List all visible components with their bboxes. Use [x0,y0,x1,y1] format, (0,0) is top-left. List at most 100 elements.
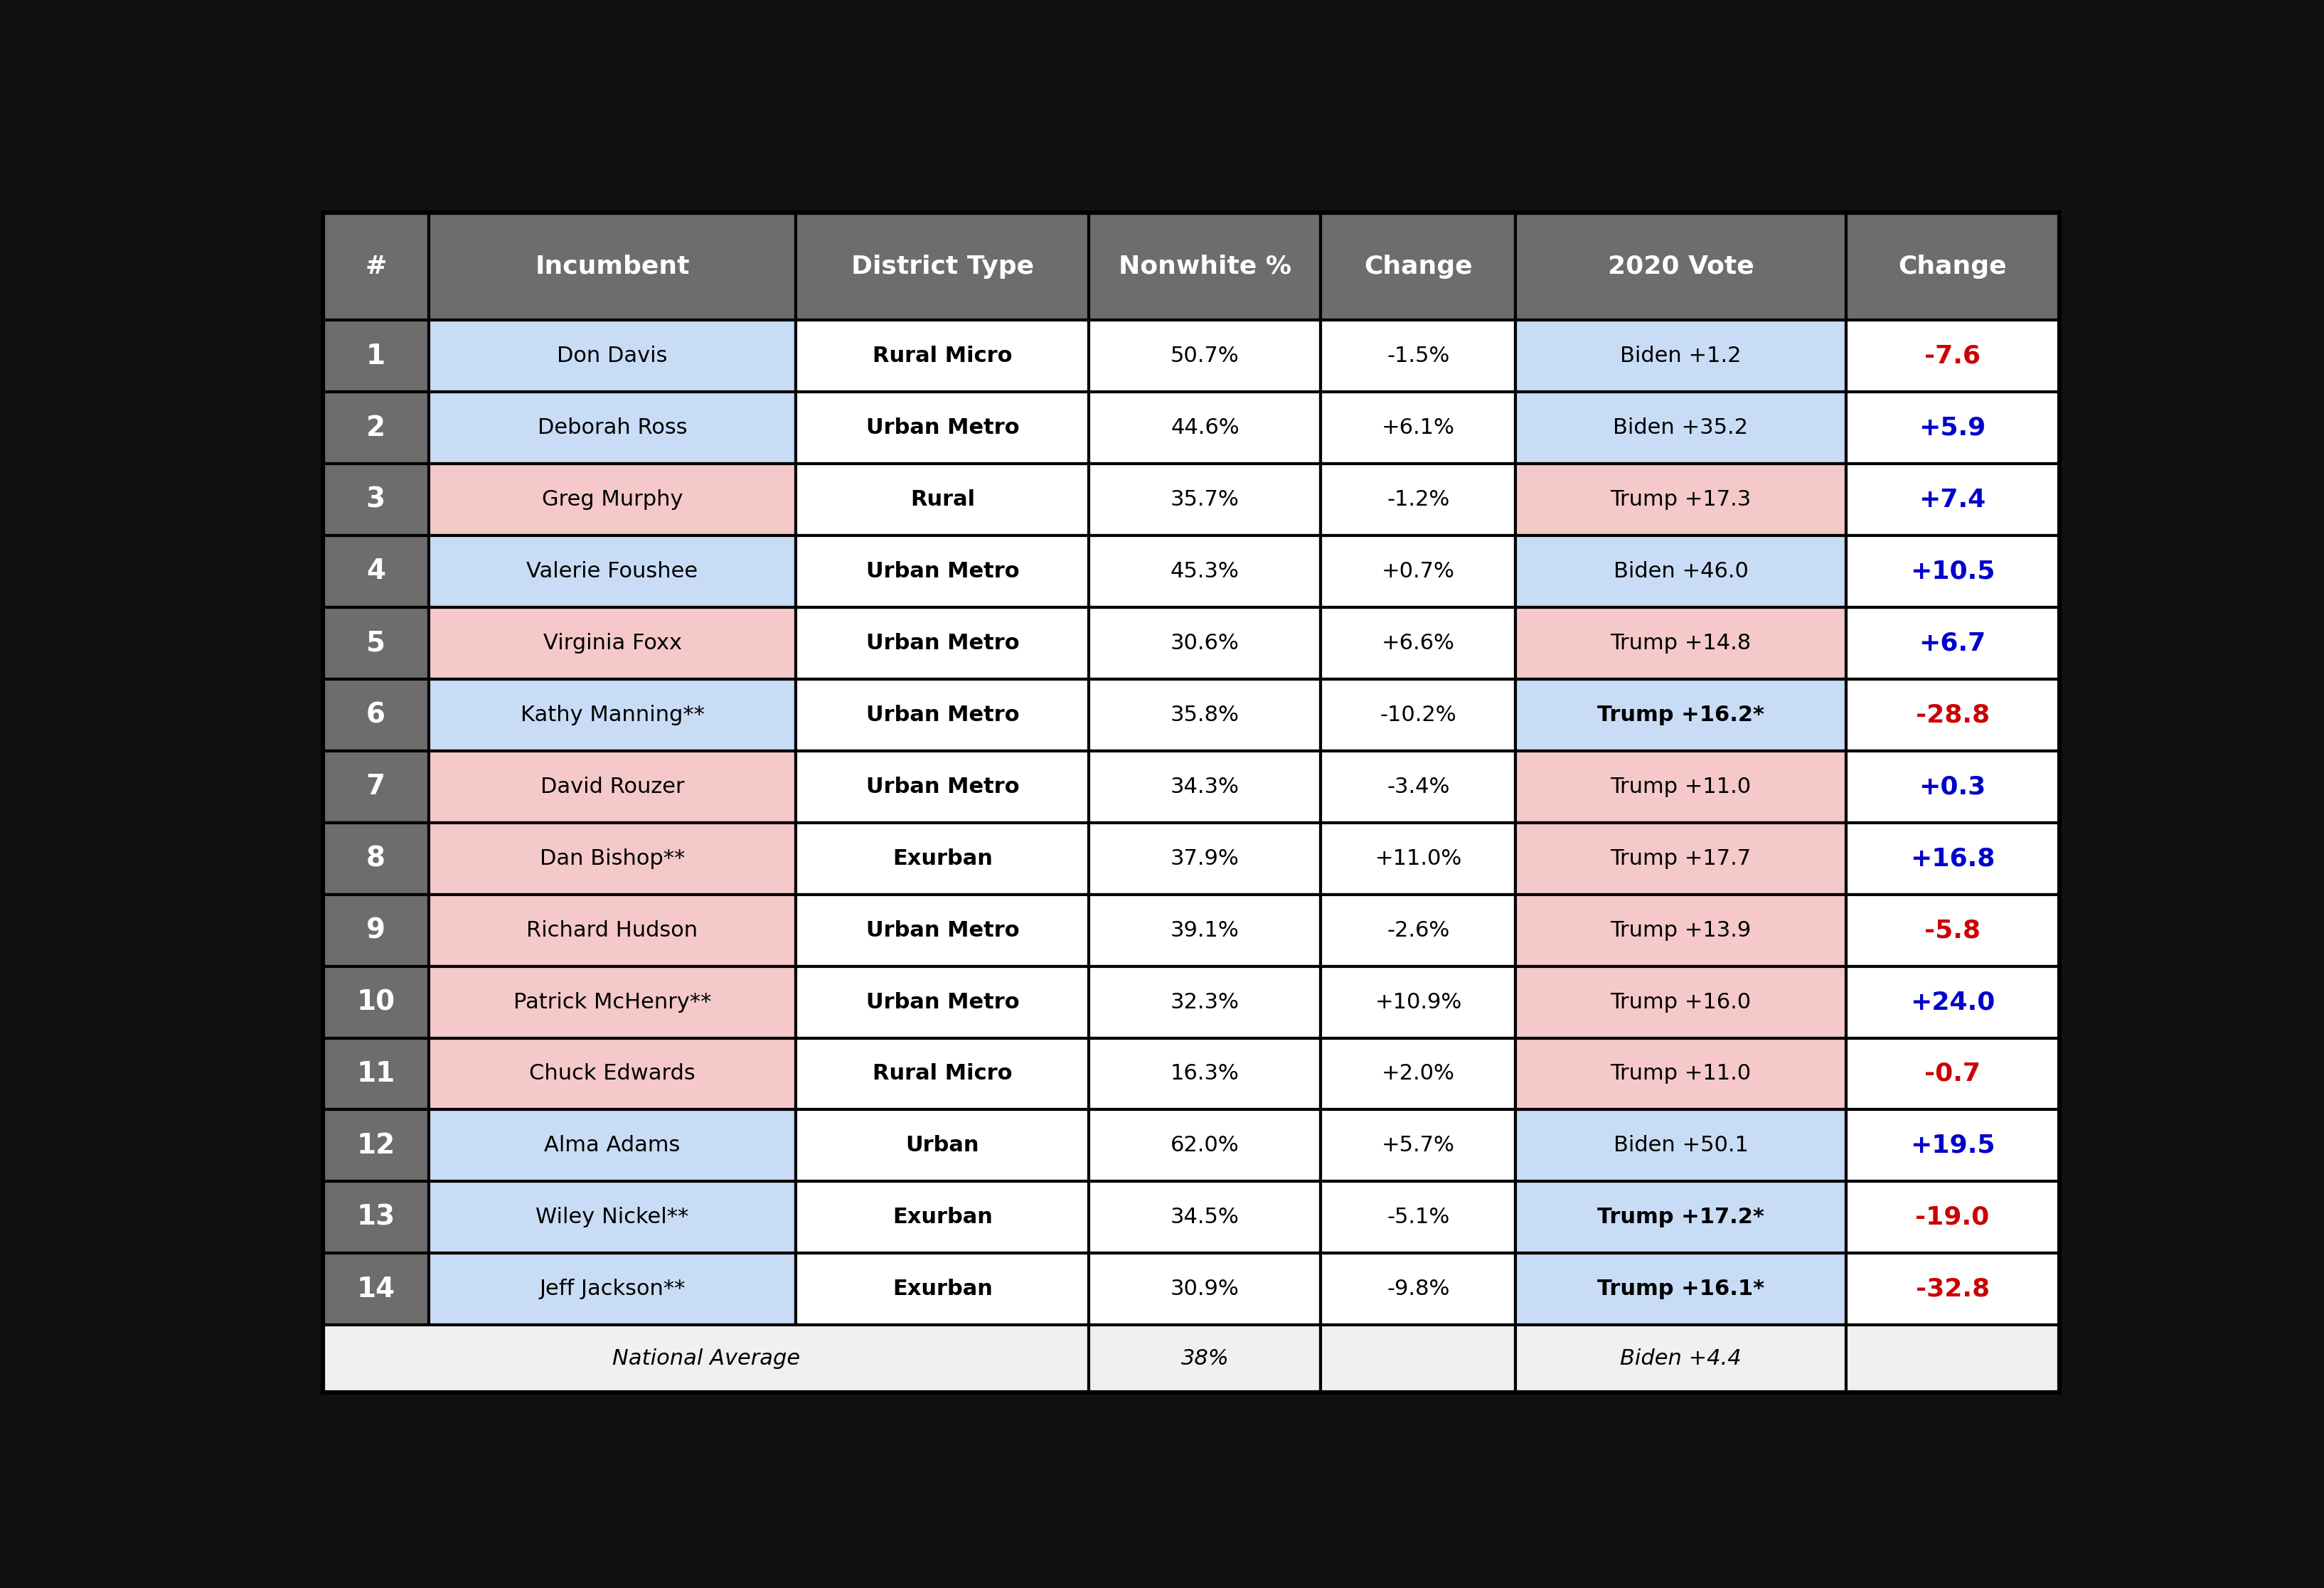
Text: Urban Metro: Urban Metro [867,992,1020,1013]
Text: Trump +17.7: Trump +17.7 [1611,848,1752,869]
Bar [1845,607,2059,680]
Text: 16.3%: 16.3% [1171,1064,1239,1085]
Text: Wiley Nickel**: Wiley Nickel** [537,1207,688,1228]
Bar [1320,464,1515,535]
Bar [1515,1110,1845,1181]
Text: Urban Metro: Urban Metro [867,561,1020,581]
Text: 34.5%: 34.5% [1171,1207,1239,1228]
Bar [428,1110,795,1181]
Bar [428,680,795,751]
Text: -10.2%: -10.2% [1380,705,1457,726]
Bar [1320,1324,1515,1393]
Text: Trump +11.0: Trump +11.0 [1611,1064,1752,1085]
Text: Trump +16.0: Trump +16.0 [1611,992,1752,1013]
Bar [1090,464,1320,535]
Bar [795,392,1090,464]
Bar [1515,966,1845,1039]
Text: -0.7: -0.7 [1924,1062,1980,1086]
Text: Urban Metro: Urban Metro [867,634,1020,654]
Bar [1845,966,2059,1039]
Text: 62.0%: 62.0% [1171,1135,1239,1156]
Text: 2: 2 [367,414,386,441]
Text: 44.6%: 44.6% [1171,418,1239,438]
Text: 6: 6 [367,702,386,729]
Text: 30.9%: 30.9% [1171,1278,1239,1299]
Bar [1515,1181,1845,1253]
Text: Trump +16.1*: Trump +16.1* [1597,1278,1764,1299]
Bar [1515,823,1845,894]
Text: Trump +17.2*: Trump +17.2* [1597,1207,1764,1228]
Text: -32.8: -32.8 [1915,1277,1989,1301]
Text: 14: 14 [356,1275,395,1302]
Bar [1845,213,2059,321]
Bar [323,1039,428,1110]
Text: #: # [365,254,386,278]
Bar [428,823,795,894]
Bar [1090,1110,1320,1181]
Bar [323,751,428,823]
Bar [1090,894,1320,966]
Bar [1515,607,1845,680]
Bar [1090,1039,1320,1110]
Text: Rural Micro: Rural Micro [872,1064,1013,1085]
Bar [323,535,428,607]
Text: 7: 7 [367,773,386,800]
Text: +5.9: +5.9 [1920,416,1987,440]
Text: -5.1%: -5.1% [1387,1207,1450,1228]
Text: 9: 9 [367,916,386,943]
Bar [795,1181,1090,1253]
Text: Alma Adams: Alma Adams [544,1135,681,1156]
Text: Patrick McHenry**: Patrick McHenry** [514,992,711,1013]
Bar [1845,680,2059,751]
Text: 32.3%: 32.3% [1171,992,1239,1013]
Text: +2.0%: +2.0% [1383,1064,1455,1085]
Text: 35.8%: 35.8% [1171,705,1239,726]
Text: Change: Change [1899,254,2008,278]
Text: Jeff Jackson**: Jeff Jackson** [539,1278,686,1299]
Bar [1515,1253,1845,1324]
Bar [1845,1324,2059,1393]
Bar [323,1181,428,1253]
Bar [428,894,795,966]
Text: 3: 3 [367,486,386,513]
Bar [795,607,1090,680]
Bar [428,464,795,535]
Bar [1515,213,1845,321]
Text: Urban Metro: Urban Metro [867,777,1020,797]
Text: +5.7%: +5.7% [1383,1135,1455,1156]
Text: Urban: Urban [906,1135,978,1156]
Text: District Type: District Type [851,254,1034,278]
Text: 11: 11 [356,1061,395,1088]
Bar [1845,1110,2059,1181]
Bar [1515,1039,1845,1110]
Text: Incumbent: Incumbent [535,254,690,278]
Text: Biden +35.2: Biden +35.2 [1613,418,1748,438]
Bar [1090,321,1320,392]
Text: Rural Micro: Rural Micro [872,346,1013,367]
Bar [1090,607,1320,680]
Text: Trump +17.3: Trump +17.3 [1611,489,1752,510]
Text: +6.1%: +6.1% [1383,418,1455,438]
Bar [1515,321,1845,392]
Bar [428,321,795,392]
Bar [323,966,428,1039]
Text: Nonwhite %: Nonwhite % [1118,254,1292,278]
Bar [1515,680,1845,751]
Bar [1845,392,2059,464]
Text: Deborah Ross: Deborah Ross [537,418,688,438]
Text: 5: 5 [367,630,386,657]
Bar [428,1181,795,1253]
Bar [1515,894,1845,966]
Bar [323,1253,428,1324]
Text: -3.4%: -3.4% [1387,777,1450,797]
Bar [1090,680,1320,751]
Text: 2020 Vote: 2020 Vote [1608,254,1755,278]
Bar [1845,1039,2059,1110]
Text: Biden +50.1: Biden +50.1 [1613,1135,1748,1156]
Bar [1320,823,1515,894]
Bar [1845,1181,2059,1253]
Text: Biden +4.4: Biden +4.4 [1620,1348,1741,1369]
Text: 12: 12 [356,1132,395,1159]
Bar [1845,321,2059,392]
Bar [428,751,795,823]
